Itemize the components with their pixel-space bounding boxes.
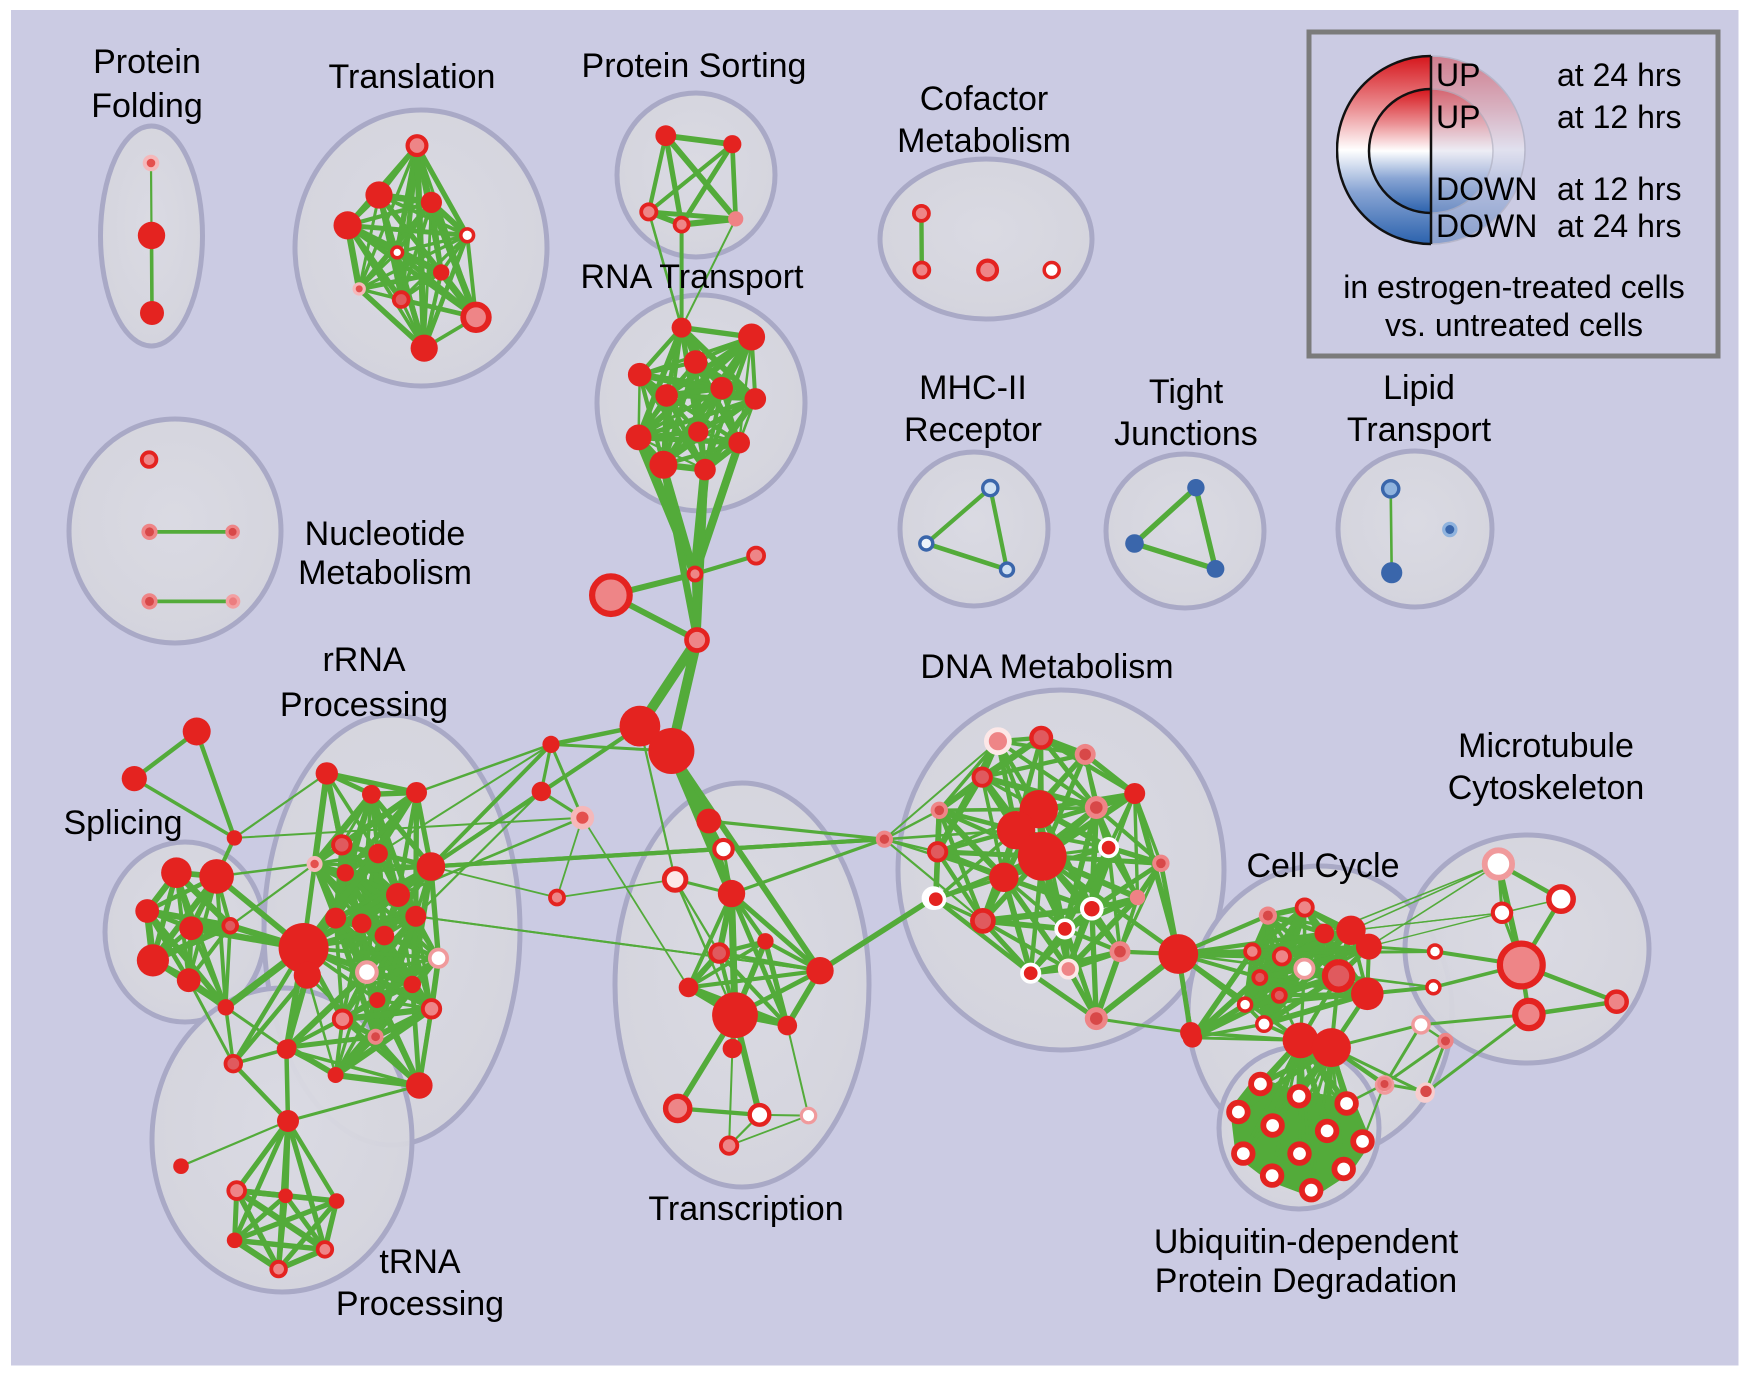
svg-text:UP: UP — [1436, 57, 1480, 93]
svg-text:DNA Metabolism: DNA Metabolism — [920, 648, 1173, 686]
svg-text:Protein Sorting: Protein Sorting — [582, 47, 807, 85]
svg-text:at 12 hrs: at 12 hrs — [1557, 99, 1682, 135]
svg-text:MHC-II: MHC-II — [919, 369, 1027, 407]
svg-text:at 12 hrs: at 12 hrs — [1557, 171, 1682, 207]
svg-text:Microtubule: Microtubule — [1458, 727, 1634, 765]
svg-text:Transcription: Transcription — [648, 1190, 843, 1228]
svg-text:Folding: Folding — [91, 87, 203, 125]
svg-text:Receptor: Receptor — [904, 411, 1042, 449]
svg-text:Nucleotide: Nucleotide — [305, 515, 466, 553]
svg-text:Protein Degradation: Protein Degradation — [1155, 1262, 1457, 1300]
svg-text:Transport: Transport — [1347, 411, 1492, 449]
svg-text:DOWN: DOWN — [1436, 171, 1537, 207]
svg-text:UP: UP — [1436, 99, 1480, 135]
svg-text:RNA Transport: RNA Transport — [581, 258, 805, 296]
svg-text:Junctions: Junctions — [1114, 415, 1258, 453]
svg-text:Cofactor: Cofactor — [920, 80, 1049, 118]
svg-text:at 24 hrs: at 24 hrs — [1557, 208, 1682, 244]
svg-text:Splicing: Splicing — [63, 804, 182, 842]
svg-text:Processing: Processing — [280, 686, 448, 724]
svg-text:in estrogen-treated cells: in estrogen-treated cells — [1343, 269, 1685, 305]
svg-text:Cytoskeleton: Cytoskeleton — [1448, 769, 1645, 807]
svg-text:Translation: Translation — [329, 58, 496, 96]
svg-text:Protein: Protein — [93, 43, 201, 81]
svg-text:vs. untreated cells: vs. untreated cells — [1385, 307, 1643, 343]
svg-text:Cell Cycle: Cell Cycle — [1246, 847, 1399, 885]
svg-text:Ubiquitin-dependent: Ubiquitin-dependent — [1154, 1223, 1459, 1261]
svg-text:Lipid: Lipid — [1383, 369, 1455, 407]
svg-text:Metabolism: Metabolism — [897, 122, 1071, 160]
svg-text:Tight: Tight — [1149, 373, 1224, 411]
svg-text:at 24 hrs: at 24 hrs — [1557, 57, 1682, 93]
svg-text:rRNA: rRNA — [322, 641, 405, 679]
svg-text:DOWN: DOWN — [1436, 208, 1537, 244]
svg-text:Metabolism: Metabolism — [298, 554, 472, 592]
svg-text:tRNA: tRNA — [379, 1243, 461, 1281]
svg-text:Processing: Processing — [336, 1285, 504, 1323]
